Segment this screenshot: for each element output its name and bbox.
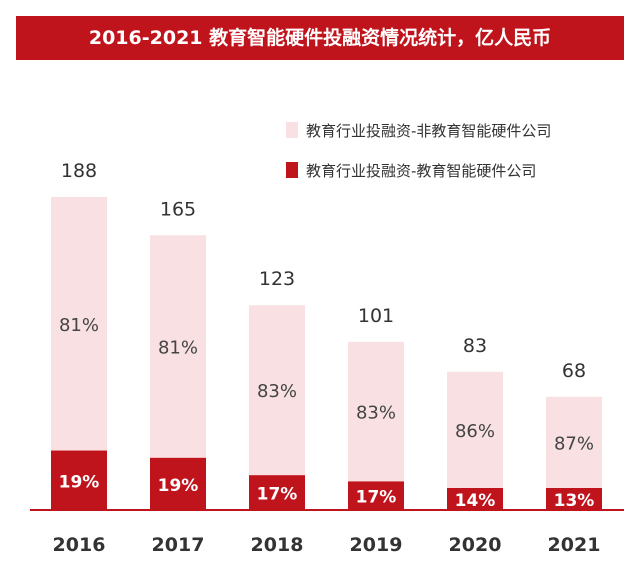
legend-label-non-hardware: 教育行业投融资-非教育智能硬件公司 [306, 121, 552, 140]
x-tick-label: 2021 [548, 534, 601, 556]
title-bar: 2016-2021 教育智能硬件投融资情况统计，亿人民币 [16, 16, 624, 60]
share-label-non-hardware: 83% [356, 403, 396, 424]
chart-title: 2016-2021 教育智能硬件投融资情况统计，亿人民币 [88, 27, 552, 49]
bar-segment-hardware [249, 475, 305, 510]
x-tick-label: 2018 [251, 534, 304, 556]
share-label-hardware: 13% [554, 491, 595, 511]
share-label-non-hardware: 81% [59, 315, 99, 336]
bar-segment-non-hardware [150, 235, 206, 458]
bar-segment-non-hardware [447, 371, 503, 488]
legend-item-hardware: 教育行业投融资-教育智能硬件公司 [286, 158, 551, 182]
total-label: 83 [463, 335, 487, 357]
bar-segment-hardware [51, 450, 107, 510]
share-label-non-hardware: 86% [455, 421, 495, 442]
share-label-hardware: 17% [356, 488, 397, 508]
bar-segment-non-hardware [348, 341, 404, 482]
total-label: 165 [160, 198, 196, 220]
bar-segment-non-hardware [249, 305, 305, 476]
total-label: 123 [259, 268, 295, 290]
share-label-non-hardware: 87% [554, 433, 594, 454]
legend-swatch-light [286, 122, 298, 138]
bar-segment-hardware [150, 457, 206, 510]
bar-segment-non-hardware [51, 196, 107, 451]
legend-label-hardware: 教育行业投融资-教育智能硬件公司 [306, 161, 537, 180]
x-tick-label: 2020 [449, 534, 502, 556]
bar-segment-hardware [348, 481, 404, 510]
bar-segment-hardware [546, 488, 602, 510]
total-label: 188 [61, 160, 97, 182]
share-label-hardware: 19% [158, 476, 199, 496]
share-label-hardware: 19% [59, 472, 100, 492]
share-label-hardware: 17% [257, 485, 298, 505]
bar-segment-non-hardware [546, 396, 602, 488]
legend: 教育行业投融资-非教育智能硬件公司 教育行业投融资-教育智能硬件公司 [286, 118, 551, 198]
total-label: 68 [562, 360, 586, 382]
legend-swatch-dark [286, 162, 298, 178]
total-label: 101 [358, 305, 394, 327]
x-tick-label: 2017 [152, 534, 205, 556]
share-label-non-hardware: 83% [257, 381, 297, 402]
x-tick-label: 2019 [350, 534, 403, 556]
bar-segment-hardware [447, 488, 503, 510]
x-tick-label: 2016 [53, 534, 106, 556]
share-label-hardware: 14% [455, 491, 496, 511]
share-label-non-hardware: 81% [158, 338, 198, 359]
legend-item-non-hardware: 教育行业投融资-非教育智能硬件公司 [286, 118, 551, 142]
